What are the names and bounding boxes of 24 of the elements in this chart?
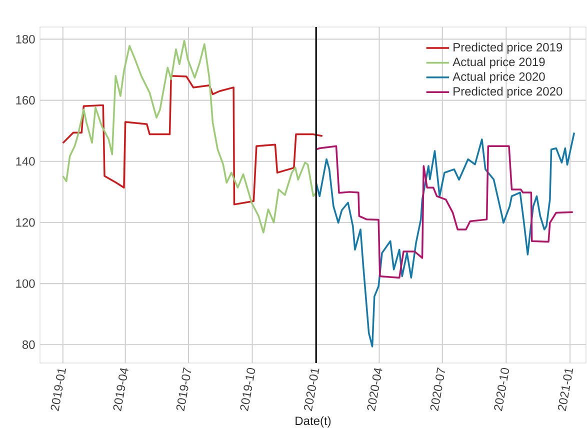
- line-series: [62, 74, 324, 206]
- y-tick-label: 100: [16, 279, 35, 288]
- x-tick-label: 2019-01: [50, 368, 66, 412]
- x-tick-label: 2020-07: [430, 368, 446, 412]
- y-tick-label: 160: [16, 96, 35, 105]
- y-tick-label: 80: [22, 340, 35, 349]
- line-series: [315, 145, 574, 279]
- x-tick-label: 2020-04: [367, 368, 382, 412]
- y-tick-label: 180: [16, 34, 35, 44]
- line-series: [62, 40, 318, 234]
- x-tick-label: 2019-07: [176, 368, 192, 412]
- line-series: [315, 132, 576, 348]
- legend-label: Predicted price 2020: [454, 86, 562, 98]
- x-tick-label: 2019-04: [113, 368, 128, 412]
- x-tick-label: 2020-01: [304, 368, 320, 412]
- x-tick-label: 2020-10: [494, 368, 510, 412]
- y-tick-label: 120: [16, 218, 35, 227]
- legend-label: Actual price 2020: [452, 72, 545, 84]
- x-tick-label: 2019-10: [240, 368, 256, 412]
- legend-label: Actual price 2019: [452, 57, 545, 69]
- x-axis-title: Date(t): [296, 416, 331, 428]
- y-tick-label: 140: [16, 157, 35, 166]
- legend-label: Predicted price 2019: [454, 42, 562, 54]
- x-tick-label: 2021-01: [558, 368, 574, 412]
